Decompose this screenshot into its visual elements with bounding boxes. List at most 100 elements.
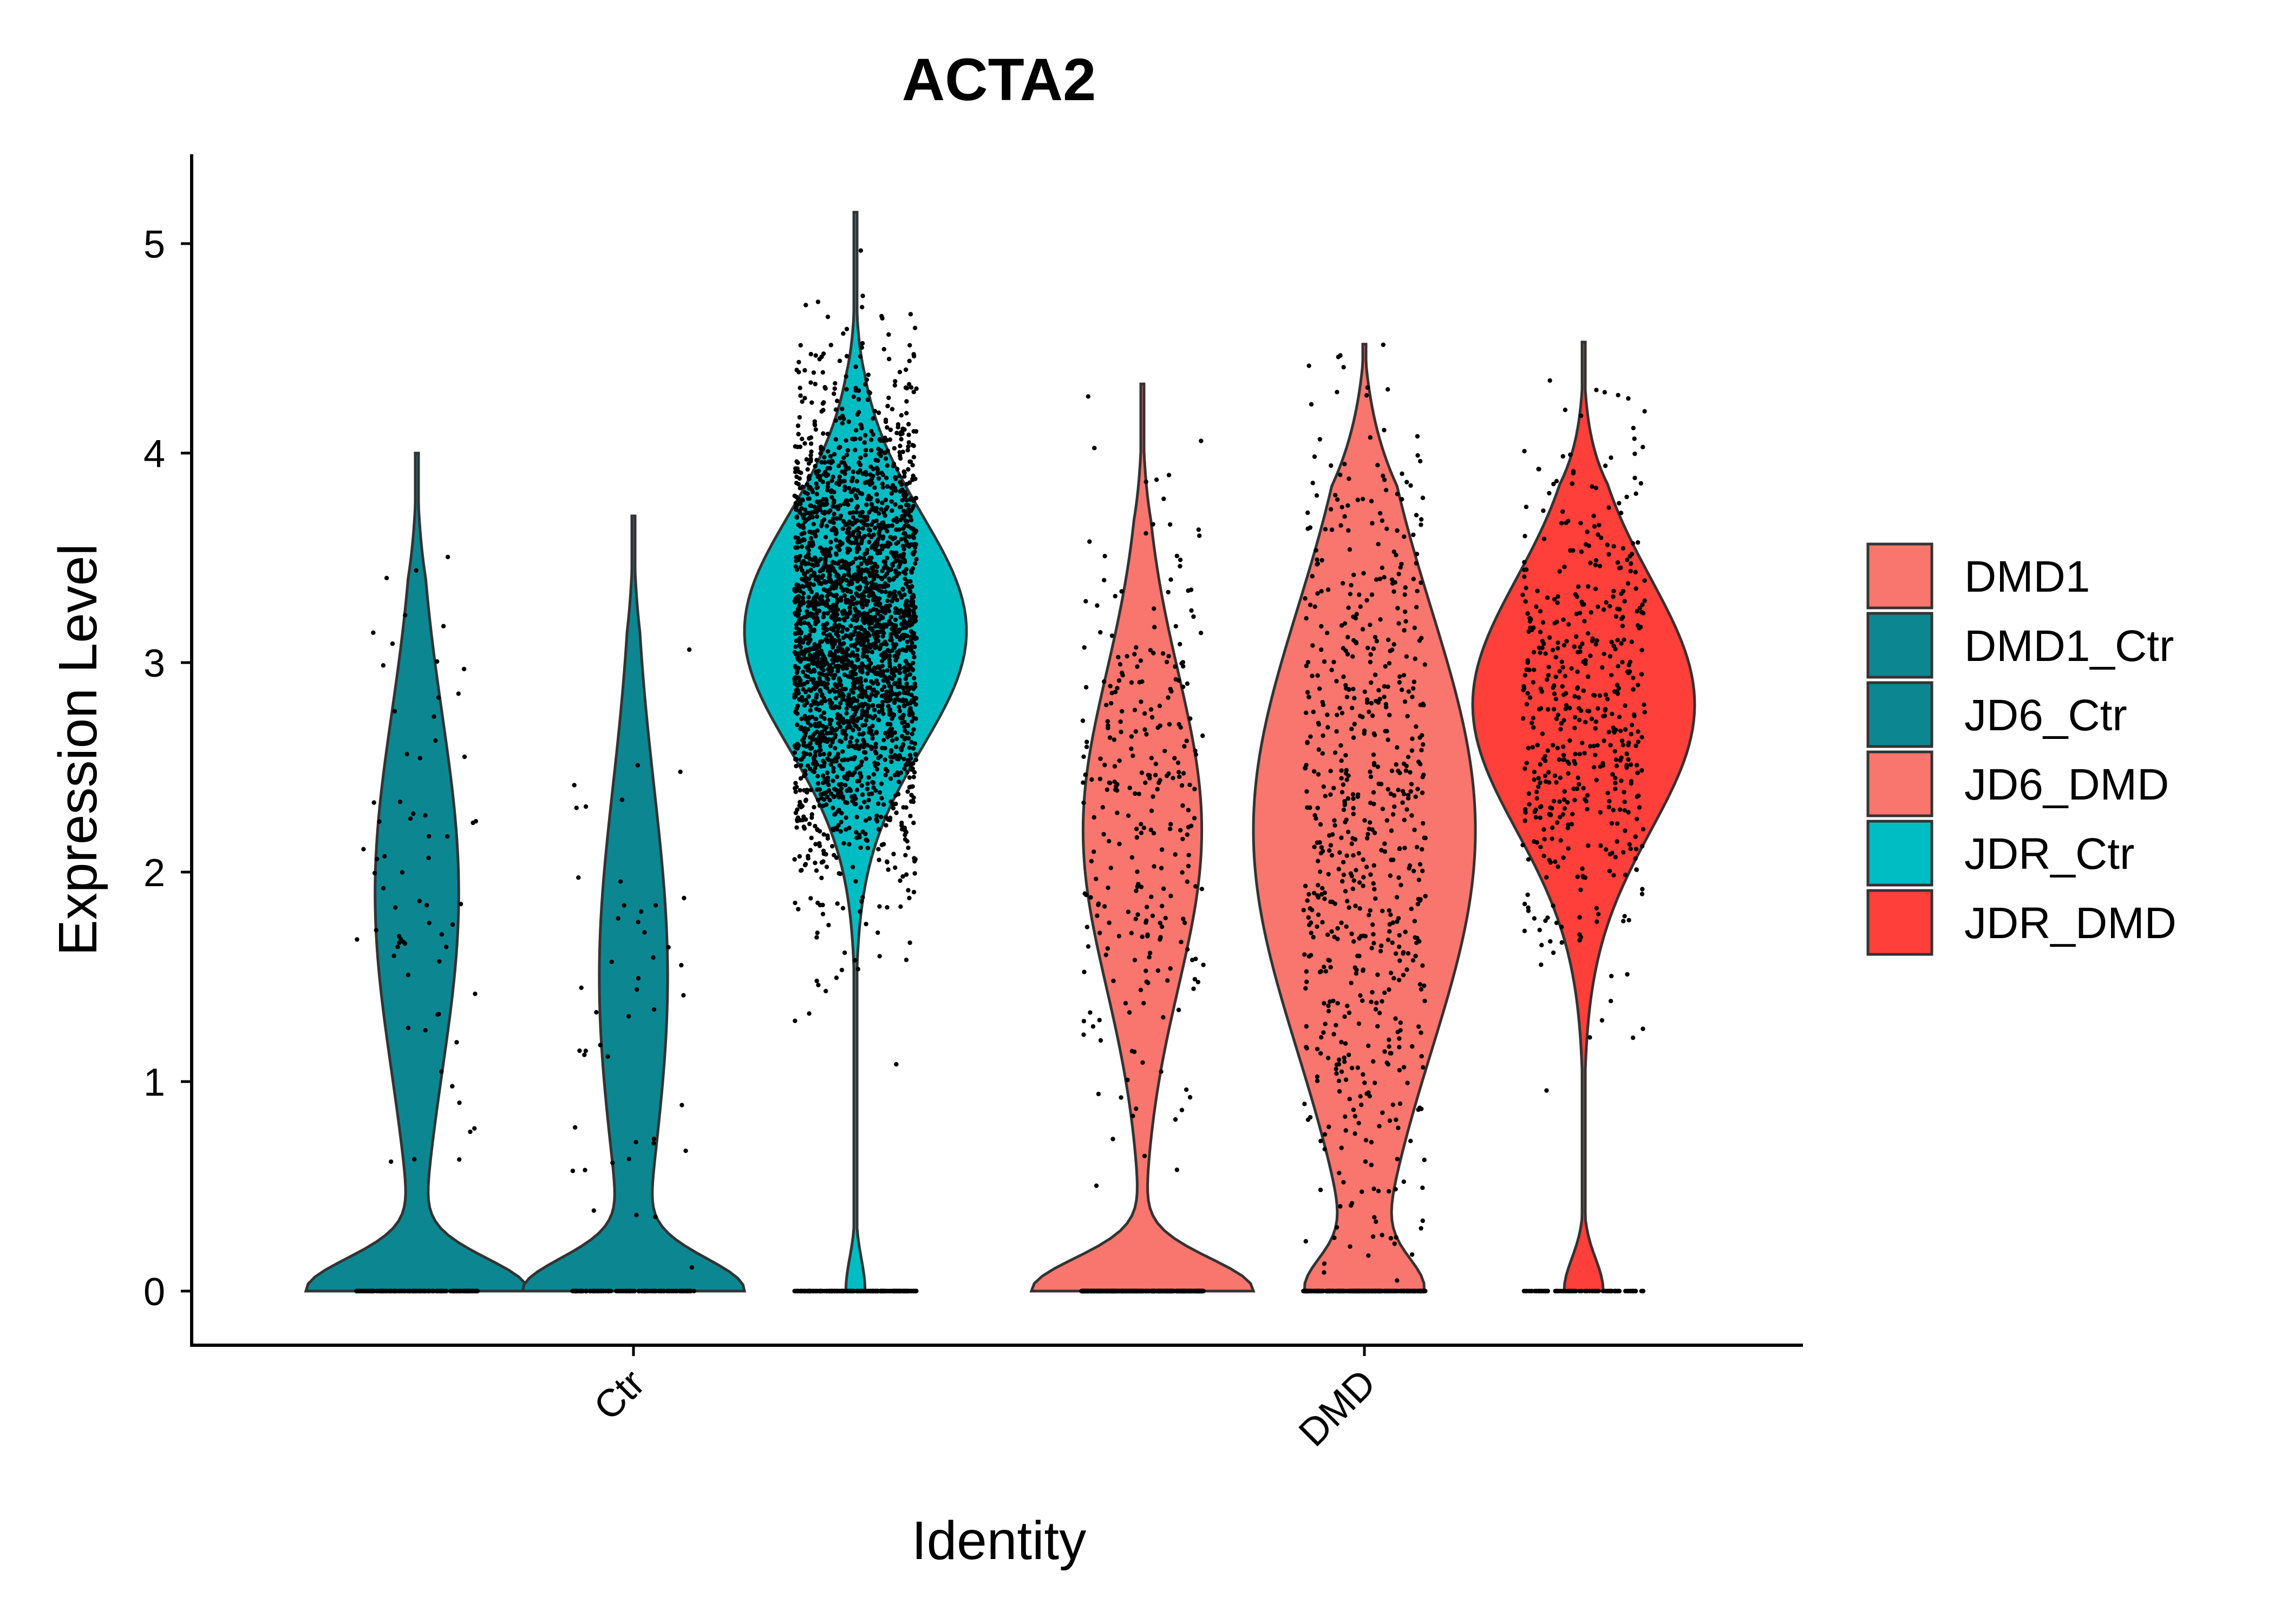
data-point	[852, 802, 857, 807]
data-point	[1097, 931, 1102, 935]
data-point	[887, 657, 892, 663]
data-point	[1419, 522, 1423, 527]
data-point	[835, 664, 840, 669]
data-point	[858, 577, 863, 581]
data-point	[904, 830, 909, 835]
data-point	[1403, 929, 1408, 934]
data-point	[834, 481, 839, 486]
data-point	[798, 818, 803, 823]
data-point	[1092, 446, 1097, 450]
data-point	[798, 788, 802, 793]
data-point	[880, 584, 885, 590]
data-point	[905, 730, 910, 736]
data-point	[473, 991, 478, 997]
data-point	[1382, 684, 1387, 689]
data-point	[1419, 1054, 1424, 1059]
data-point	[798, 678, 803, 683]
data-point	[796, 558, 801, 562]
data-point	[1126, 909, 1131, 914]
data-point	[1174, 553, 1179, 559]
data-point	[854, 788, 860, 793]
data-point	[805, 467, 810, 472]
data-point	[904, 698, 909, 703]
data-point	[803, 303, 808, 307]
data-point	[1131, 1114, 1135, 1118]
data-point	[844, 374, 848, 379]
data-point	[913, 496, 918, 501]
data-point	[802, 713, 807, 719]
data-point	[825, 686, 829, 691]
data-point	[911, 608, 916, 613]
data-point	[1301, 908, 1306, 913]
data-point	[808, 752, 813, 757]
data-point	[1326, 1009, 1331, 1014]
data-point	[1108, 866, 1113, 870]
data-point	[1337, 1170, 1342, 1175]
data-point	[1369, 946, 1374, 951]
data-point	[892, 446, 897, 451]
data-point	[1302, 1102, 1307, 1106]
data-point	[831, 504, 835, 509]
data-point	[1136, 791, 1141, 796]
data-point	[1344, 777, 1349, 782]
data-point	[1302, 952, 1307, 957]
data-point	[885, 722, 890, 726]
data-point	[1403, 619, 1408, 624]
data-point	[840, 588, 846, 593]
data-point	[1159, 1069, 1164, 1074]
data-point	[1154, 477, 1159, 482]
data-point	[1144, 979, 1149, 984]
data-point	[1383, 729, 1388, 734]
data-point	[873, 624, 878, 629]
data-point	[803, 554, 808, 559]
data-point	[819, 875, 824, 881]
data-point	[881, 802, 886, 807]
data-point	[414, 568, 419, 573]
data-point	[840, 578, 845, 582]
data-point	[381, 886, 386, 891]
data-point	[1152, 606, 1156, 611]
data-point	[1127, 785, 1132, 790]
data-point	[910, 506, 915, 511]
data-point	[1412, 827, 1417, 833]
data-point	[1080, 718, 1086, 723]
data-point	[802, 441, 807, 446]
data-point	[898, 904, 903, 909]
data-point	[815, 900, 820, 906]
data-point	[1410, 686, 1416, 691]
data-point	[807, 639, 812, 644]
data-point	[1091, 849, 1096, 854]
data-point	[816, 660, 821, 665]
data-point	[801, 578, 806, 582]
data-point	[904, 520, 909, 525]
data-point	[1199, 438, 1204, 443]
data-point	[1094, 1183, 1099, 1188]
data-point	[798, 524, 803, 529]
data-point	[906, 888, 911, 893]
data-point	[1419, 1226, 1423, 1231]
data-point	[864, 502, 869, 507]
data-point	[808, 456, 813, 461]
data-point	[866, 703, 871, 708]
data-point	[839, 786, 844, 791]
data-point	[885, 484, 890, 489]
data-point	[1161, 886, 1166, 891]
data-point	[1312, 844, 1317, 849]
data-point	[860, 526, 865, 531]
data-point	[857, 778, 862, 783]
data-point	[839, 810, 844, 816]
data-point	[1345, 829, 1351, 835]
data-point	[831, 806, 835, 810]
data-point	[808, 441, 814, 446]
data-point	[832, 452, 837, 457]
data-point	[605, 1054, 610, 1059]
data-point	[406, 1025, 411, 1031]
data-point	[857, 693, 861, 699]
data-point	[805, 613, 811, 619]
data-point	[901, 647, 906, 652]
data-point	[824, 988, 828, 994]
data-point	[800, 436, 805, 441]
data-point	[872, 708, 877, 712]
data-point	[839, 565, 844, 569]
data-point	[887, 733, 892, 738]
